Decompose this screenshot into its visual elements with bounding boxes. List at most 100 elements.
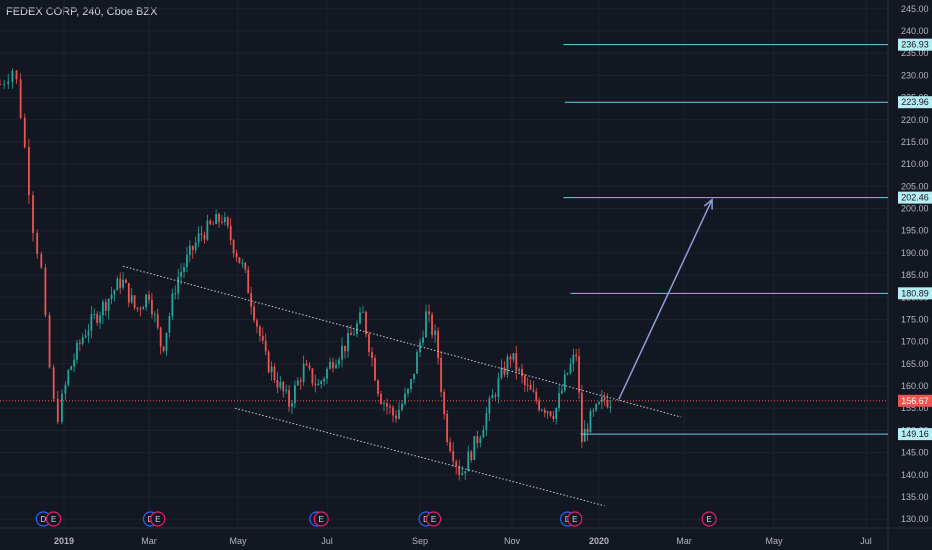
y-tick-label: 200.00 <box>901 204 929 214</box>
candle-body <box>383 403 385 405</box>
candle-body <box>142 307 145 310</box>
candle-body <box>229 225 232 241</box>
candle-body <box>320 381 323 384</box>
earnings-marker[interactable]: E <box>46 511 62 527</box>
candle-body <box>256 320 258 327</box>
candle-body <box>19 79 22 118</box>
current-price-label: 156.67 <box>901 396 929 406</box>
candle-body <box>491 395 494 399</box>
candle-body <box>452 450 455 462</box>
marker-label: E <box>572 515 577 524</box>
candle-body <box>174 293 177 295</box>
candle-body <box>549 411 552 416</box>
candle-body <box>558 393 560 409</box>
level-price-label: 236.93 <box>901 40 929 50</box>
candle-body <box>518 368 521 371</box>
candle-body <box>392 407 394 416</box>
candle-body <box>241 262 244 264</box>
drawings[interactable] <box>0 44 888 507</box>
candle-body <box>595 403 598 411</box>
candle-body <box>186 255 188 268</box>
x-tick-label: Mar <box>676 536 692 546</box>
candle-body <box>572 354 575 364</box>
candle-body <box>532 389 535 392</box>
earnings-marker[interactable]: E <box>150 511 166 527</box>
candle-body <box>267 351 270 373</box>
earnings-marker[interactable]: E <box>567 511 583 527</box>
earnings-marker[interactable]: E <box>701 511 717 527</box>
candle-body <box>586 428 589 433</box>
candle-body <box>194 242 197 251</box>
candle-body <box>329 361 331 369</box>
candle-body <box>93 314 96 316</box>
candle-body <box>380 393 382 404</box>
marker-label: E <box>155 515 160 524</box>
candle-body <box>308 365 311 369</box>
candle-body <box>116 278 119 291</box>
x-tick-label: May <box>765 536 783 546</box>
marker-circle <box>425 511 442 527</box>
candle-body <box>374 358 376 381</box>
candle-body <box>209 220 212 224</box>
level-price-label: 202.46 <box>901 193 929 203</box>
candle-body <box>606 399 609 408</box>
candle-body <box>506 356 509 375</box>
candle-body <box>188 245 191 256</box>
candle-body <box>153 314 156 316</box>
candle-body <box>580 392 583 442</box>
candle-body <box>32 195 34 234</box>
y-tick-label: 155.00 <box>901 403 929 413</box>
candle-body <box>145 294 148 308</box>
candle-body <box>365 311 367 335</box>
candle-body <box>473 435 476 461</box>
y-tick-label: 140.00 <box>901 470 929 480</box>
candle-body <box>70 366 73 370</box>
candle-body <box>48 315 51 368</box>
candle-body <box>377 380 379 394</box>
candle-body <box>40 253 43 268</box>
candle-body <box>482 429 485 438</box>
candle-body <box>555 408 558 420</box>
candle-body <box>386 403 388 407</box>
events[interactable]: DEDEDEDEDEE <box>35 511 717 527</box>
price-axis[interactable]: 130.00135.00140.00145.00150.00155.00160.… <box>901 4 929 524</box>
marker-label: E <box>51 515 56 524</box>
candle-body <box>282 381 285 392</box>
candle-body <box>203 234 206 240</box>
candle-body <box>11 70 14 82</box>
candle-body <box>566 373 569 375</box>
y-tick-label: 135.00 <box>901 492 929 502</box>
candle-body <box>3 83 6 85</box>
candle-body <box>398 409 400 419</box>
candle-body <box>36 233 39 254</box>
candle-body <box>139 308 142 310</box>
candle-body <box>81 337 84 344</box>
candle-body <box>171 293 174 317</box>
level-price-badge <box>898 191 932 204</box>
earnings-marker[interactable]: E <box>425 511 442 527</box>
level-price-badge <box>898 96 932 109</box>
candle-body <box>609 407 612 409</box>
candle-body <box>279 381 282 388</box>
earnings-marker[interactable]: E <box>313 511 329 527</box>
candle-body <box>488 398 491 414</box>
candle-body <box>215 213 218 225</box>
candle-body <box>344 345 346 352</box>
candle-body <box>244 262 247 270</box>
candle-body <box>52 367 55 399</box>
y-tick-label: 165.00 <box>901 359 929 369</box>
candle-body <box>156 314 159 328</box>
candle-body <box>541 409 543 411</box>
candle-body <box>535 391 538 401</box>
y-tick-label: 145.00 <box>901 448 929 458</box>
y-tick-label: 240.00 <box>901 26 929 36</box>
time-axis[interactable]: 2019 Mar May Jul Sep Nov 2020 Mar May Jul <box>54 536 872 546</box>
candle-body <box>332 361 334 369</box>
y-tick-label: 215.00 <box>901 137 929 147</box>
candle-body <box>168 316 171 333</box>
candle-body <box>247 269 250 294</box>
level-price-badge <box>898 287 932 300</box>
candle-body <box>523 376 526 385</box>
candle-body <box>431 314 433 336</box>
